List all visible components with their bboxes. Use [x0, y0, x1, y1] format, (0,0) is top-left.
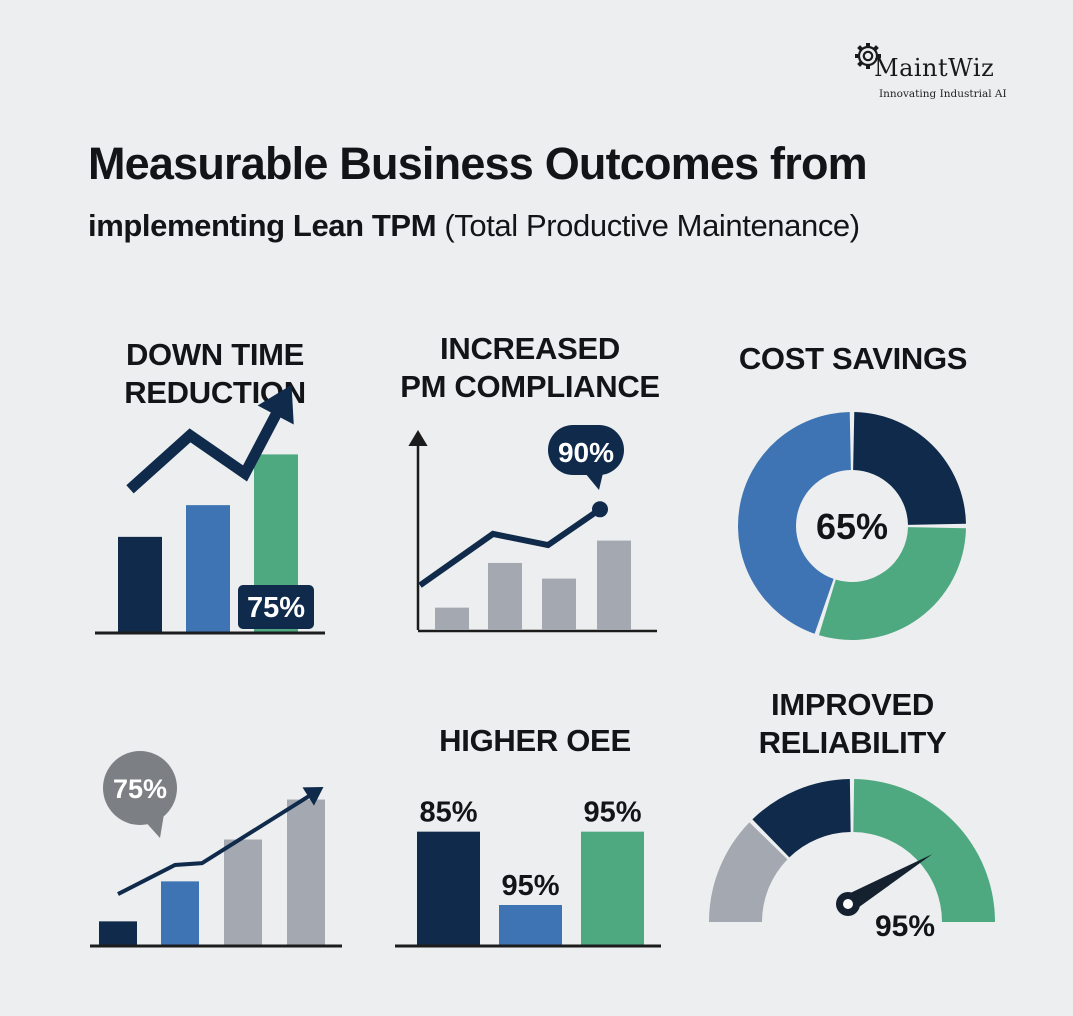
- chart-reliability: 95%: [709, 779, 995, 943]
- value-label: 75%: [247, 592, 305, 624]
- donut-slice: [738, 412, 851, 634]
- gear-icon: [855, 43, 881, 69]
- value-bubble: [548, 425, 624, 475]
- brand-name: MaintWiz: [874, 54, 995, 82]
- page-title: Measurable Business Outcomes from: [88, 138, 868, 189]
- bar: [597, 540, 631, 630]
- bar: [161, 881, 199, 945]
- title-line: COST SAVINGS: [738, 341, 968, 376]
- panel-growth: 75%: [90, 690, 350, 960]
- bar: [118, 536, 162, 632]
- title-line: INCREASED: [440, 331, 620, 366]
- bar: [499, 905, 562, 945]
- brand-tagline: Innovating Industrial AI: [879, 88, 1007, 100]
- panel-title: HIGHER OEE: [395, 722, 675, 760]
- trend-arrowhead: [257, 384, 294, 425]
- compliance-line: [418, 506, 602, 588]
- bar-label: 95%: [501, 870, 559, 902]
- chart-downtime: 75%: [95, 384, 325, 635]
- trend-line: [117, 790, 317, 896]
- chart-pm-compliance: 90%: [408, 425, 657, 633]
- gauge-hub-center: [843, 899, 853, 909]
- donut-slice: [853, 412, 966, 525]
- gauge-segment: [709, 822, 788, 922]
- panel-title: IMPROVED RELIABILITY: [700, 686, 1005, 762]
- bar-label: 85%: [419, 797, 477, 829]
- title-line: PM COMPLIANCE: [400, 369, 660, 404]
- chart-higher-oee: 85% 95% 95%: [395, 797, 661, 948]
- panel-pm-compliance: INCREASED PM COMPLIANCE 90%: [385, 330, 675, 640]
- bar: [581, 831, 644, 945]
- title-line: RELIABILITY: [758, 725, 947, 760]
- panel-title: COST SAVINGS: [718, 340, 988, 378]
- trend-line: [126, 394, 290, 494]
- value-label: 75%: [113, 774, 167, 804]
- bar: [224, 839, 262, 945]
- panel-downtime: DOWN TIME REDUCTION 75%: [95, 330, 335, 640]
- panel-higher-oee: HIGHER OEE 85% 95% 95%: [395, 690, 675, 960]
- bar: [99, 921, 137, 945]
- bar: [417, 831, 480, 945]
- panel-cost-savings: COST SAVINGS 65%: [718, 330, 988, 640]
- bar: [287, 799, 325, 945]
- value-label: 90%: [558, 437, 614, 468]
- center-label: 65%: [816, 506, 888, 547]
- gauge-needle: [843, 854, 933, 912]
- bar: [435, 607, 469, 630]
- subtitle-light: (Total Productive Maintenance): [444, 208, 860, 243]
- gauge-segment: [752, 779, 851, 858]
- value-bubble-tail: [142, 814, 164, 838]
- brand-logo: MaintWiz Innovating Industrial AI: [852, 40, 1042, 104]
- bar-label: 95%: [583, 797, 641, 829]
- gauge-segment: [853, 779, 995, 922]
- value-label: 95%: [875, 910, 935, 943]
- title-line: IMPROVED: [771, 687, 934, 722]
- bar: [186, 505, 230, 632]
- line-endpoint: [592, 501, 608, 518]
- bar: [488, 562, 522, 630]
- title-line: DOWN TIME: [125, 337, 305, 372]
- chart-growth: 75%: [90, 751, 342, 948]
- panel-title: INCREASED PM COMPLIANCE: [385, 330, 675, 406]
- value-badge: [238, 585, 314, 629]
- trend-arrowhead: [302, 786, 324, 806]
- value-bubble-tail: [585, 473, 603, 490]
- donut-slice: [818, 527, 966, 640]
- title-line: HIGHER OEE: [439, 723, 631, 758]
- chart-cost-savings: 65%: [738, 412, 966, 640]
- bar: [542, 578, 576, 630]
- value-bubble: [103, 751, 177, 825]
- panel-reliability: IMPROVED RELIABILITY 95%: [700, 680, 1005, 960]
- y-axis-arrowhead: [408, 430, 428, 446]
- page-subtitle: implementing Lean TPM (Total Productive …: [88, 208, 860, 244]
- subtitle-bold: implementing Lean TPM: [88, 208, 437, 243]
